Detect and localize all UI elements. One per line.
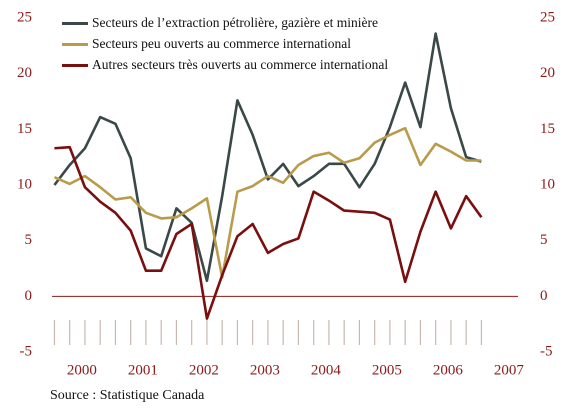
y-tick-label-right: 5 bbox=[540, 232, 548, 248]
y-tick-label-right: 0 bbox=[540, 288, 548, 304]
y-tick-label: 15 bbox=[17, 121, 32, 137]
y-tick-label-right: 10 bbox=[540, 176, 555, 192]
legend-item: Autres secteurs très ouverts au commerce… bbox=[60, 56, 390, 73]
legend-swatch bbox=[62, 43, 88, 46]
y-tick-label-right: 15 bbox=[540, 121, 555, 137]
x-tick-label: 2003 bbox=[250, 362, 280, 378]
legend-swatch bbox=[62, 64, 88, 67]
x-tick-label: 2004 bbox=[311, 362, 342, 378]
y-tick-label: -5 bbox=[20, 343, 33, 359]
x-tick-label: 2005 bbox=[372, 362, 402, 378]
source: Source : Statistique Canada bbox=[50, 388, 205, 403]
legend-label: Secteurs peu ouverts au commerce interna… bbox=[92, 36, 352, 51]
y-tick-label: 10 bbox=[17, 176, 32, 192]
y-tick-label: 20 bbox=[17, 65, 32, 81]
series-line bbox=[53, 126, 482, 279]
y-tick-label-right: -5 bbox=[540, 343, 553, 359]
x-tick-label: 2002 bbox=[189, 362, 219, 378]
y-tick-label-right: 20 bbox=[540, 65, 555, 81]
legend-item: Secteurs de l’extraction pétrolière, gaz… bbox=[60, 14, 390, 31]
y-tick-label: 25 bbox=[17, 9, 32, 25]
series-line bbox=[54, 145, 483, 320]
series-line bbox=[53, 32, 482, 283]
legend: Secteurs de l’extraction pétrolière, gaz… bbox=[60, 14, 390, 77]
x-tick-label: 2000 bbox=[67, 362, 97, 378]
legend-swatch bbox=[62, 22, 88, 25]
x-tick-label: 2001 bbox=[128, 362, 158, 378]
x-tick-label: 2007 bbox=[494, 362, 525, 378]
y-tick-label: 5 bbox=[25, 232, 33, 248]
legend-item: Secteurs peu ouverts au commerce interna… bbox=[60, 35, 390, 52]
x-tick-label: 2006 bbox=[433, 362, 464, 378]
legend-label: Autres secteurs très ouverts au commerce… bbox=[92, 57, 389, 72]
legend-label: Secteurs de l’extraction pétrolière, gaz… bbox=[92, 15, 378, 30]
y-tick-label: 0 bbox=[25, 288, 33, 304]
y-tick-label-right: 25 bbox=[540, 9, 555, 25]
